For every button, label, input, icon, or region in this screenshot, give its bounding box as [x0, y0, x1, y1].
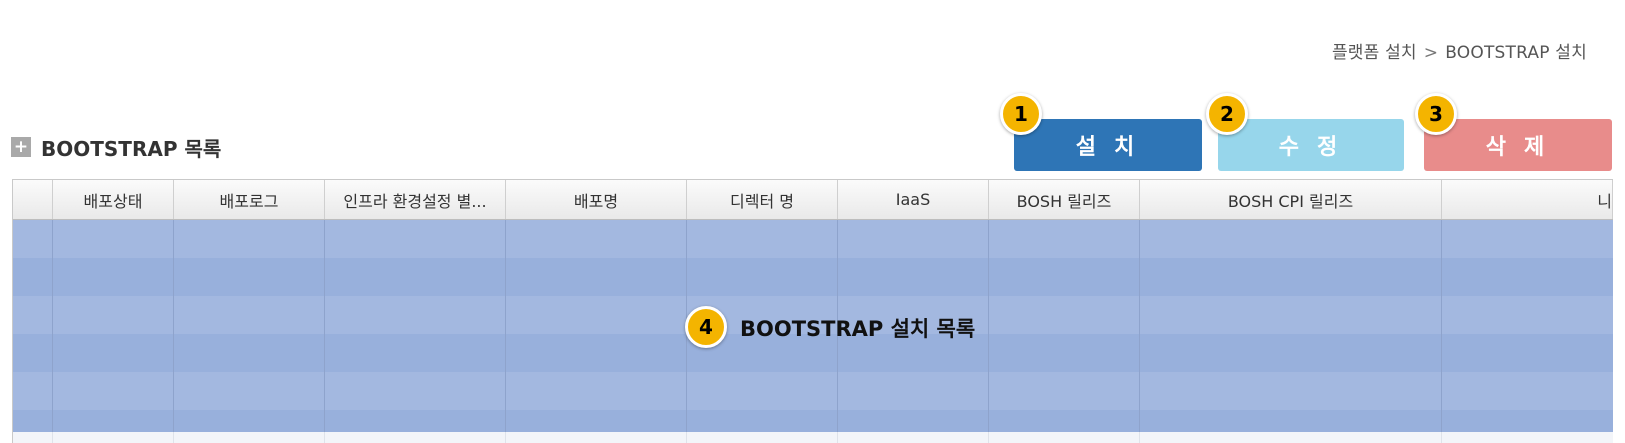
grid-header-col-bosh-cpi-release[interactable]: BOSH CPI 릴리즈	[1140, 180, 1442, 219]
delete-button[interactable]: 삭제	[1424, 119, 1612, 171]
grid-divider	[1441, 220, 1442, 432]
grid-divider	[988, 220, 989, 432]
breadcrumb: 플랫폼 설치 > BOOTSTRAP 설치	[1332, 38, 1587, 63]
grid-divider	[324, 220, 325, 432]
grid-divider	[837, 220, 838, 432]
grid-divider	[1441, 432, 1442, 443]
grid-header-col-checkbox[interactable]	[13, 180, 53, 219]
grid-divider	[686, 432, 687, 443]
grid-divider	[837, 432, 838, 443]
grid-header-col-deploy-name[interactable]: 배포명	[506, 180, 687, 219]
grid-divider	[505, 432, 506, 443]
grid-footer-strip	[13, 432, 1613, 443]
grid-divider	[988, 432, 989, 443]
grid-header-col-deploy-status[interactable]: 배포상태	[53, 180, 174, 219]
grid-divider	[1139, 432, 1140, 443]
breadcrumb-parent[interactable]: 플랫폼 설치	[1331, 43, 1417, 63]
plus-square-icon[interactable]: +	[11, 137, 31, 157]
section-title: + BOOTSTRAP 목록	[11, 135, 222, 161]
grid-divider	[324, 432, 325, 443]
grid-body[interactable]	[13, 220, 1613, 432]
grid-annotation-label: BOOTSTRAP 설치 목록	[740, 317, 976, 341]
grid-header-col-truncated[interactable]: 니	[1442, 180, 1613, 219]
annotation-badge-1: 1	[1000, 93, 1042, 135]
grid-divider	[52, 220, 53, 432]
grid-divider	[505, 220, 506, 432]
breadcrumb-separator: >	[1423, 43, 1439, 63]
grid-divider	[173, 432, 174, 443]
annotation-badge-2: 2	[1206, 93, 1248, 135]
bootstrap-grid[interactable]: 배포상태 배포로그 인프라 환경설정 별... 배포명 디렉터 명 IaaS B…	[12, 179, 1613, 443]
grid-header-col-bosh-release[interactable]: BOSH 릴리즈	[989, 180, 1140, 219]
grid-header: 배포상태 배포로그 인프라 환경설정 별... 배포명 디렉터 명 IaaS B…	[13, 180, 1613, 220]
breadcrumb-current: BOOTSTRAP 설치	[1445, 43, 1587, 63]
edit-button[interactable]: 수정	[1218, 119, 1404, 171]
annotation-badge-3: 3	[1415, 93, 1457, 135]
section-title-label: BOOTSTRAP 목록	[41, 136, 222, 161]
grid-header-col-director-name[interactable]: 디렉터 명	[687, 180, 838, 219]
grid-header-col-iaas[interactable]: IaaS	[838, 180, 989, 219]
grid-header-col-infra-config[interactable]: 인프라 환경설정 별...	[325, 180, 506, 219]
grid-header-col-deploy-log[interactable]: 배포로그	[174, 180, 325, 219]
grid-divider	[52, 432, 53, 443]
grid-divider	[173, 220, 174, 432]
grid-divider	[1139, 220, 1140, 432]
annotation-badge-4: 4	[685, 306, 727, 348]
install-button[interactable]: 설치	[1014, 119, 1202, 171]
